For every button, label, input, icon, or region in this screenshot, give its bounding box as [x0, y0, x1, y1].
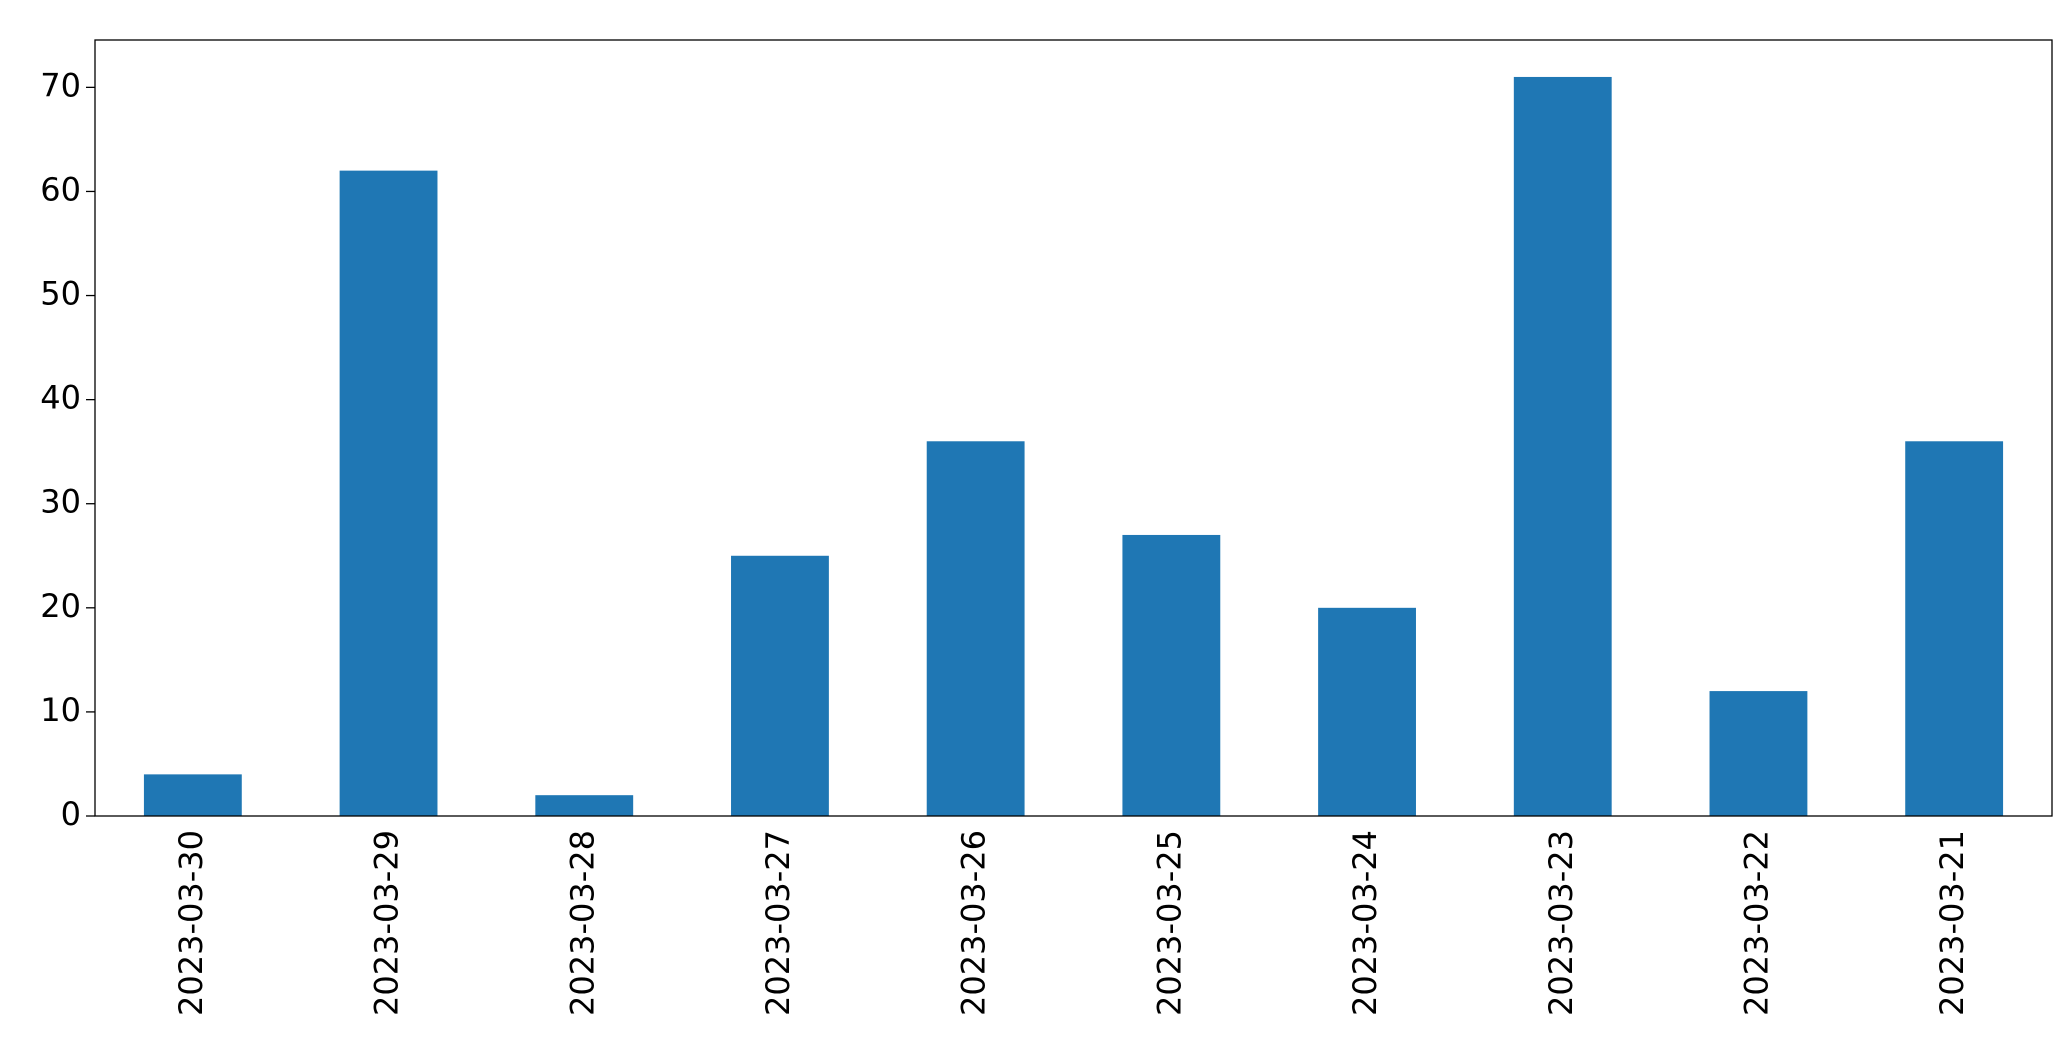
bar: [143, 774, 242, 816]
bar: [1905, 441, 2004, 816]
x-tick-label: 2023-03-23: [1542, 830, 1580, 1016]
y-tick-label: 70: [40, 66, 81, 104]
x-tick-label: 2023-03-28: [563, 830, 601, 1016]
bar: [535, 795, 634, 816]
x-tick-label: 2023-03-24: [1346, 830, 1384, 1016]
x-tick-label: 2023-03-30: [172, 830, 210, 1016]
bar: [731, 555, 829, 816]
y-tick-label: 30: [40, 483, 81, 521]
bar: [1122, 534, 1221, 816]
bar: [926, 441, 1025, 816]
x-tick-label: 2023-03-25: [1150, 830, 1188, 1016]
x-tick-label: 2023-03-27: [759, 830, 797, 1016]
x-tick-label: 2023-03-29: [368, 830, 406, 1016]
y-tick-label: 10: [40, 691, 81, 729]
y-tick-label: 50: [40, 275, 81, 313]
bar: [1513, 76, 1612, 816]
bar: [1318, 607, 1416, 816]
x-tick-label: 2023-03-26: [955, 830, 993, 1016]
x-tick-label: 2023-03-21: [1933, 830, 1971, 1016]
y-tick-label: 0: [61, 795, 81, 833]
y-tick-label: 60: [40, 170, 81, 208]
y-tick-label: 20: [40, 587, 81, 625]
bar: [1709, 691, 1808, 816]
bar: [339, 170, 438, 817]
axes-frame: [94, 39, 2053, 817]
x-tick-label: 2023-03-22: [1737, 830, 1775, 1016]
y-tick-label: 40: [40, 379, 81, 417]
